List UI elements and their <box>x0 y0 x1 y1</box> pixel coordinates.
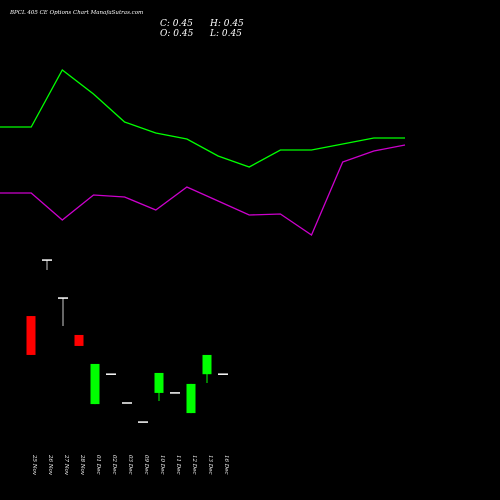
candle-body <box>186 383 196 414</box>
x-tick-label: 10 Dec <box>159 455 165 475</box>
x-tick-label: 09 Dec <box>143 455 149 475</box>
candle-body <box>202 354 212 375</box>
x-tick-label: 28 Nov <box>79 454 85 476</box>
x-tick-label: 25 Nov <box>31 454 37 476</box>
x-tick-label: 13 Dec <box>207 455 213 475</box>
x-tick-label: 26 Nov <box>47 454 53 476</box>
low-info: L: 0.45 <box>209 29 242 39</box>
x-tick-label: 27 Nov <box>63 454 69 476</box>
candle-body <box>26 316 36 355</box>
candle-body <box>154 372 164 393</box>
x-tick-label: 16 Dec <box>223 455 229 475</box>
indicator-line <box>0 69 405 168</box>
open-info: O: 0.45 <box>160 29 194 39</box>
candle-body <box>74 334 84 346</box>
x-tick-label: 03 Dec <box>127 455 133 475</box>
x-tick-label: 02 Dec <box>111 455 117 475</box>
candle-body <box>90 363 100 405</box>
high-info: H: 0.45 <box>209 19 244 29</box>
x-tick-label: 11 Dec <box>175 455 181 475</box>
x-tick-label: 01 Dec <box>95 455 101 475</box>
indicator-line <box>0 144 406 236</box>
x-tick-label: 12 Dec <box>191 455 197 475</box>
chart-title: BPCL 405 CE Options Chart ManafaSutras.c… <box>9 10 143 16</box>
close-info: C: 0.45 <box>160 19 193 29</box>
